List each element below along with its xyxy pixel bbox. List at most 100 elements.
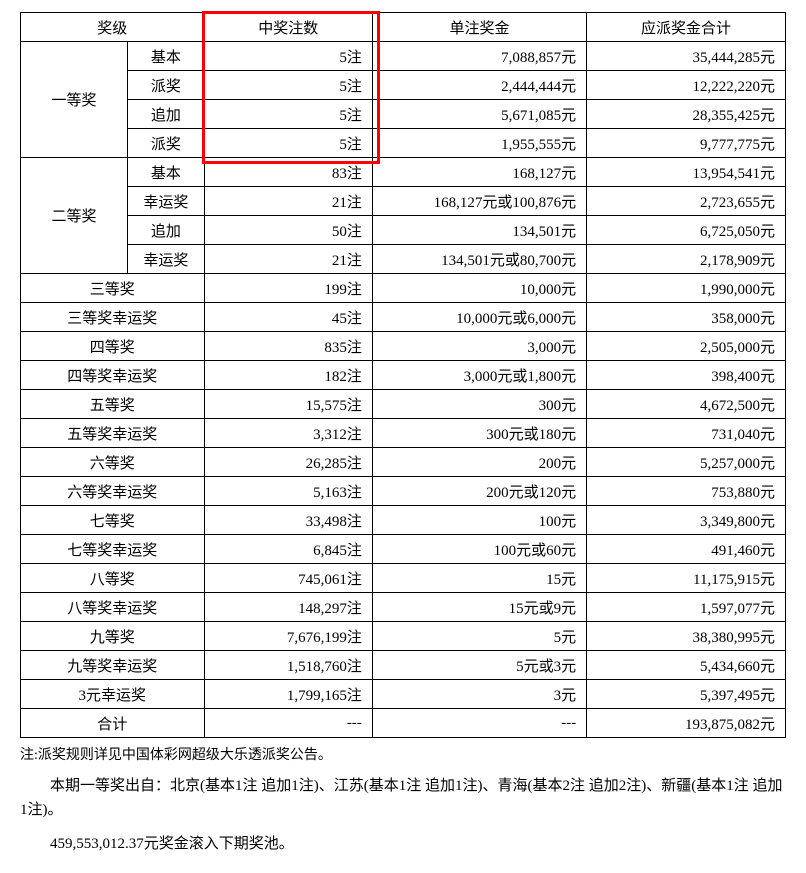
total-cell: 35,444,285元 xyxy=(587,42,786,71)
prize-cell: 10,000元或6,000元 xyxy=(372,303,586,332)
prize-cell: 2,444,444元 xyxy=(372,71,586,100)
table-row: 幸运奖21注168,127元或100,876元2,723,655元 xyxy=(21,187,786,216)
level-cell: 五等奖 xyxy=(21,390,205,419)
table-row: 三等奖199注10,000元1,990,000元 xyxy=(21,274,786,303)
subtype-cell: 派奖 xyxy=(128,71,205,100)
subtype-cell: 追加 xyxy=(128,216,205,245)
level-cell: 二等奖 xyxy=(21,158,128,274)
total-cell: 2,178,909元 xyxy=(587,245,786,274)
prize-cell: 300元 xyxy=(372,390,586,419)
count-cell: 182注 xyxy=(204,361,372,390)
count-cell: 5注 xyxy=(204,129,372,158)
count-cell: 45注 xyxy=(204,303,372,332)
level-cell: 六等奖幸运奖 xyxy=(21,477,205,506)
count-cell: 5注 xyxy=(204,71,372,100)
level-cell: 八等奖幸运奖 xyxy=(21,593,205,622)
prize-cell: 100元或60元 xyxy=(372,535,586,564)
col-header-count: 中奖注数 xyxy=(204,13,372,42)
prize-cell: 100元 xyxy=(372,506,586,535)
table-row: 四等奖835注3,000元2,505,000元 xyxy=(21,332,786,361)
prize-cell: 7,088,857元 xyxy=(372,42,586,71)
level-cell: 八等奖 xyxy=(21,564,205,593)
total-cell: 13,954,541元 xyxy=(587,158,786,187)
table-row: 派奖5注2,444,444元12,222,220元 xyxy=(21,71,786,100)
prize-cell: 5元 xyxy=(372,622,586,651)
count-cell: 15,575注 xyxy=(204,390,372,419)
total-cell: 12,222,220元 xyxy=(587,71,786,100)
level-cell: 三等奖 xyxy=(21,274,205,303)
prize-cell: 134,501元 xyxy=(372,216,586,245)
total-cell: 4,672,500元 xyxy=(587,390,786,419)
table-row: 八等奖745,061注15元11,175,915元 xyxy=(21,564,786,593)
count-cell: 5注 xyxy=(204,42,372,71)
level-cell: 四等奖 xyxy=(21,332,205,361)
table-row: 七等奖幸运奖6,845注100元或60元491,460元 xyxy=(21,535,786,564)
table-row: 五等奖幸运奖3,312注300元或180元731,040元 xyxy=(21,419,786,448)
total-cell: 1,990,000元 xyxy=(587,274,786,303)
table-row: 幸运奖21注134,501元或80,700元2,178,909元 xyxy=(21,245,786,274)
subtype-cell: 基本 xyxy=(128,42,205,71)
count-cell: 5,163注 xyxy=(204,477,372,506)
total-cell: 5,397,495元 xyxy=(587,680,786,709)
total-cell: 3,349,800元 xyxy=(587,506,786,535)
count-cell: 5注 xyxy=(204,100,372,129)
prize-cell: 3,000元或1,800元 xyxy=(372,361,586,390)
prize-cell: 134,501元或80,700元 xyxy=(372,245,586,274)
count-cell: 26,285注 xyxy=(204,448,372,477)
total-cell: 753,880元 xyxy=(587,477,786,506)
prize-cell: 200元 xyxy=(372,448,586,477)
table-row: 三等奖幸运奖45注10,000元或6,000元358,000元 xyxy=(21,303,786,332)
total-cell: 6,725,050元 xyxy=(587,216,786,245)
count-cell: 50注 xyxy=(204,216,372,245)
prize-cell: 5元或3元 xyxy=(372,651,586,680)
table-row: 派奖5注1,955,555元9,777,775元 xyxy=(21,129,786,158)
total-cell: 38,380,995元 xyxy=(587,622,786,651)
total-cell: 5,434,660元 xyxy=(587,651,786,680)
total-cell: 2,723,655元 xyxy=(587,187,786,216)
prize-cell: 3元 xyxy=(372,680,586,709)
count-cell: 745,061注 xyxy=(204,564,372,593)
level-cell: 七等奖 xyxy=(21,506,205,535)
subtype-cell: 幸运奖 xyxy=(128,245,205,274)
level-cell: 合计 xyxy=(21,709,205,738)
level-cell: 九等奖 xyxy=(21,622,205,651)
level-cell: 七等奖幸运奖 xyxy=(21,535,205,564)
winners-paragraph: 本期一等奖出自：北京(基本1注 追加1注)、江苏(基本1注 追加1注)、青海(基… xyxy=(20,774,786,822)
level-cell: 四等奖幸运奖 xyxy=(21,361,205,390)
table-row: 二等奖基本83注168,127元13,954,541元 xyxy=(21,158,786,187)
total-cell: 5,257,000元 xyxy=(587,448,786,477)
count-cell: 83注 xyxy=(204,158,372,187)
total-cell: 193,875,082元 xyxy=(587,709,786,738)
level-cell: 五等奖幸运奖 xyxy=(21,419,205,448)
prize-cell: 1,955,555元 xyxy=(372,129,586,158)
count-cell: --- xyxy=(204,709,372,738)
total-cell: 731,040元 xyxy=(587,419,786,448)
col-header-prize: 单注奖金 xyxy=(372,13,586,42)
table-row: 九等奖7,676,199注5元38,380,995元 xyxy=(21,622,786,651)
rollover-paragraph: 459,553,012.37元奖金滚入下期奖池。 xyxy=(20,832,786,853)
count-cell: 6,845注 xyxy=(204,535,372,564)
table-row: 六等奖26,285注200元5,257,000元 xyxy=(21,448,786,477)
total-cell: 1,597,077元 xyxy=(587,593,786,622)
table-row: 六等奖幸运奖5,163注200元或120元753,880元 xyxy=(21,477,786,506)
count-cell: 7,676,199注 xyxy=(204,622,372,651)
note-text: 注:派奖规则详见中国体彩网超级大乐透派奖公告。 xyxy=(20,744,786,764)
table-row: 九等奖幸运奖1,518,760注5元或3元5,434,660元 xyxy=(21,651,786,680)
table-row: 五等奖15,575注300元4,672,500元 xyxy=(21,390,786,419)
level-cell: 九等奖幸运奖 xyxy=(21,651,205,680)
table-row: 追加5注5,671,085元28,355,425元 xyxy=(21,100,786,129)
total-cell: 11,175,915元 xyxy=(587,564,786,593)
prize-cell: 15元 xyxy=(372,564,586,593)
prize-cell: 15元或9元 xyxy=(372,593,586,622)
prize-cell: --- xyxy=(372,709,586,738)
total-cell: 491,460元 xyxy=(587,535,786,564)
level-cell: 3元幸运奖 xyxy=(21,680,205,709)
prize-cell: 300元或180元 xyxy=(372,419,586,448)
level-cell: 一等奖 xyxy=(21,42,128,158)
subtype-cell: 追加 xyxy=(128,100,205,129)
total-cell: 9,777,775元 xyxy=(587,129,786,158)
col-header-level: 奖级 xyxy=(21,13,205,42)
count-cell: 148,297注 xyxy=(204,593,372,622)
table-row: 八等奖幸运奖148,297注15元或9元1,597,077元 xyxy=(21,593,786,622)
subtype-cell: 幸运奖 xyxy=(128,187,205,216)
